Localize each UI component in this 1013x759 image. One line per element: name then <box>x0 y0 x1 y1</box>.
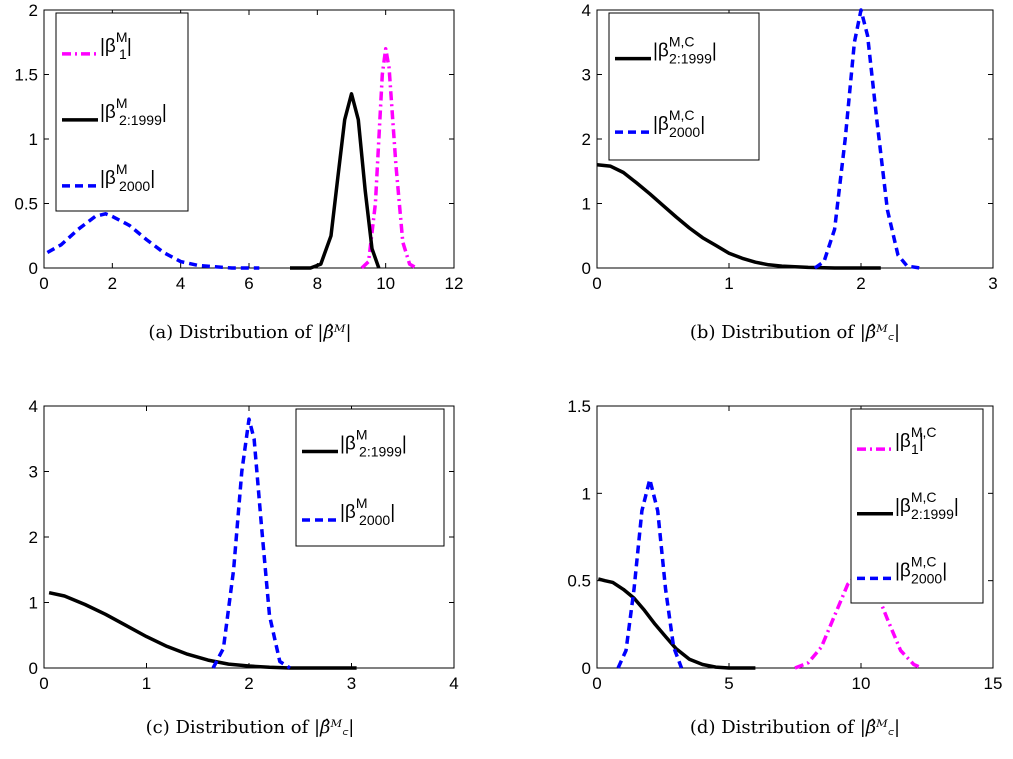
caption-c: (c) Distribution of |β̂ᴹ꜀| <box>146 717 355 738</box>
legend-entry-label: |βM 2000| <box>100 161 155 194</box>
x-tick-label: 1 <box>724 274 733 293</box>
legend-box <box>295 408 445 547</box>
y-tick-label: 4 <box>29 397 38 416</box>
series-line-3 <box>616 477 684 669</box>
chart-panel-c: 0 1 2 3 4 0 1 2 3 4 |βM 2:1999| |βM 2000| (c) Distribu… <box>29 397 459 738</box>
chart-panel-d: 0 5 10 15 0 0.5 1 1.5 |βM,C 1| |βM,C 2:1999| |βM,C 20… <box>567 397 1002 738</box>
legend-box <box>55 12 189 212</box>
x-tick-label: 0 <box>39 274 48 293</box>
series-line-1 <box>596 163 881 270</box>
series-line-1 <box>360 46 418 270</box>
x-tick-label: 8 <box>313 274 322 293</box>
chart-panel-b: 0 1 2 3 0 1 2 3 4 |βM,C 2:1999| |βM,C 2000| (b) Distr… <box>582 1 998 343</box>
legend: |βM 2:1999| |βM 2000| <box>295 408 445 547</box>
y-tick-label: 0 <box>29 259 38 278</box>
series-line-3 <box>46 212 260 270</box>
legend-box <box>608 12 760 161</box>
x-tick-label: 0 <box>39 674 48 693</box>
caption-b: (b) Distribution of |β̂ᴹ꜀| <box>690 322 900 343</box>
y-tick-label: 0.5 <box>567 572 591 591</box>
chart-panel-a: 0 2 4 6 8 10 12 0 0.5 1 1.5 2 |βM 1| |βM 2:1999| |βM 2000… <box>14 1 463 343</box>
x-tick-label: 4 <box>449 674 458 693</box>
x-tick-label: 12 <box>445 274 464 293</box>
series-line-1 <box>48 590 357 670</box>
series-line-2 <box>290 92 381 270</box>
y-tick-label: 0 <box>29 659 38 678</box>
legend-entry-label: |βM 2000| <box>340 495 395 528</box>
y-tick-label: 2 <box>582 130 591 149</box>
y-tick-label: 0 <box>582 259 591 278</box>
x-tick-label: 1 <box>142 674 151 693</box>
x-tick-label: 0 <box>592 674 601 693</box>
y-tick-label: 1.5 <box>567 397 591 416</box>
x-tick-label: 10 <box>852 674 871 693</box>
series-line-2 <box>211 417 291 670</box>
x-tick-label: 2 <box>244 674 253 693</box>
series-line-2 <box>813 8 921 270</box>
x-tick-label: 6 <box>244 274 253 293</box>
legend-entry-label: |βM,C 2000| <box>653 107 705 140</box>
x-tick-label: 5 <box>724 674 733 693</box>
y-tick-label: 1 <box>29 594 38 613</box>
legend-entry-label: |βM,C 2:1999| <box>653 34 717 67</box>
y-tick-label: 1 <box>582 484 591 503</box>
caption-a: (a) Distribution of |β̂ᴹ| <box>148 322 351 343</box>
legend-entry-label: |βM,C 1| <box>895 424 937 457</box>
y-tick-label: 2 <box>29 528 38 547</box>
x-tick-label: 15 <box>984 674 1003 693</box>
legend: |βM,C 2:1999| |βM,C 2000| <box>608 12 760 161</box>
series-line-2 <box>597 577 756 670</box>
y-tick-label: 2 <box>29 1 38 20</box>
y-tick-label: 0.5 <box>14 195 38 214</box>
legend-entry-label: |βM 1| <box>100 29 132 62</box>
x-tick-label: 2 <box>856 274 865 293</box>
x-tick-label: 2 <box>108 274 117 293</box>
y-tick-label: 4 <box>582 1 591 20</box>
y-tick-label: 0 <box>582 659 591 678</box>
y-tick-label: 1 <box>582 195 591 214</box>
legend-entry-label: |βM,C 2:1999| <box>895 489 959 522</box>
caption-d: (d) Distribution of |β̂ᴹ꜀| <box>690 717 900 738</box>
x-tick-label: 3 <box>988 274 997 293</box>
legend-entry-label: |βM 2:1999| <box>340 426 407 459</box>
legend-box <box>850 408 984 604</box>
x-tick-label: 4 <box>176 274 185 293</box>
legend-entry-label: |βM,C 2000| <box>895 553 947 586</box>
y-tick-label: 3 <box>29 463 38 482</box>
y-tick-label: 1.5 <box>14 66 38 85</box>
legend: |βM 1| |βM 2:1999| |βM 2000| <box>55 12 189 212</box>
legend-entry-label: |βM 2:1999| <box>100 95 167 128</box>
x-tick-label: 3 <box>347 674 356 693</box>
y-tick-label: 1 <box>29 130 38 149</box>
y-tick-label: 3 <box>582 66 591 85</box>
x-tick-label: 10 <box>376 274 395 293</box>
legend: |βM,C 1| |βM,C 2:1999| |βM,C 2000| <box>850 408 984 604</box>
x-tick-label: 0 <box>592 274 601 293</box>
